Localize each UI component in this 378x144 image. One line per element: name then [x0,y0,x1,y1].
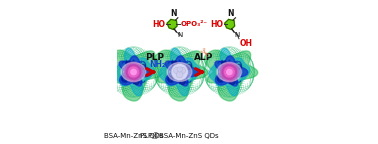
Polygon shape [113,48,154,96]
Polygon shape [155,50,208,101]
Circle shape [140,64,146,70]
Circle shape [126,65,141,79]
Circle shape [172,61,177,66]
Circle shape [171,64,188,80]
Circle shape [125,63,143,81]
Text: BSA-Mn-ZnS QDs: BSA-Mn-ZnS QDs [104,133,163,139]
Text: PLP: PLP [145,53,164,62]
Circle shape [177,67,182,72]
Circle shape [174,67,180,74]
Circle shape [229,79,235,85]
Polygon shape [165,56,198,86]
Text: NH₂: NH₂ [150,60,166,69]
Text: N: N [235,32,240,38]
Circle shape [126,61,131,66]
Ellipse shape [167,62,192,82]
Circle shape [225,67,234,77]
Circle shape [222,65,237,79]
Text: N: N [177,32,182,38]
Polygon shape [108,50,162,101]
Circle shape [168,76,174,82]
Circle shape [123,62,144,82]
Circle shape [222,61,227,66]
Text: OH: OH [239,39,252,48]
Circle shape [129,67,138,77]
Text: OPO₃²⁻: OPO₃²⁻ [181,21,208,28]
Circle shape [180,79,185,85]
Text: N: N [228,9,234,18]
Circle shape [220,63,238,81]
Circle shape [134,79,139,85]
Polygon shape [119,56,152,86]
Circle shape [218,76,223,82]
Circle shape [122,76,127,82]
Circle shape [186,64,192,70]
Text: HO: HO [153,20,166,29]
Circle shape [227,69,232,75]
Polygon shape [167,19,177,30]
Text: PLP@BSA-Mn-ZnS QDs: PLP@BSA-Mn-ZnS QDs [140,133,219,139]
Ellipse shape [217,62,242,82]
Polygon shape [215,56,248,86]
Text: HO: HO [210,20,223,29]
Circle shape [179,67,186,74]
Text: N: N [170,9,177,18]
Circle shape [176,71,183,78]
Polygon shape [225,19,235,30]
Text: ALP: ALP [194,53,213,62]
Ellipse shape [121,62,146,82]
Circle shape [219,62,240,82]
Circle shape [131,69,136,75]
Polygon shape [204,50,258,101]
Circle shape [236,64,242,70]
Text: ✂: ✂ [195,45,211,62]
Polygon shape [159,48,200,96]
Polygon shape [209,48,250,96]
